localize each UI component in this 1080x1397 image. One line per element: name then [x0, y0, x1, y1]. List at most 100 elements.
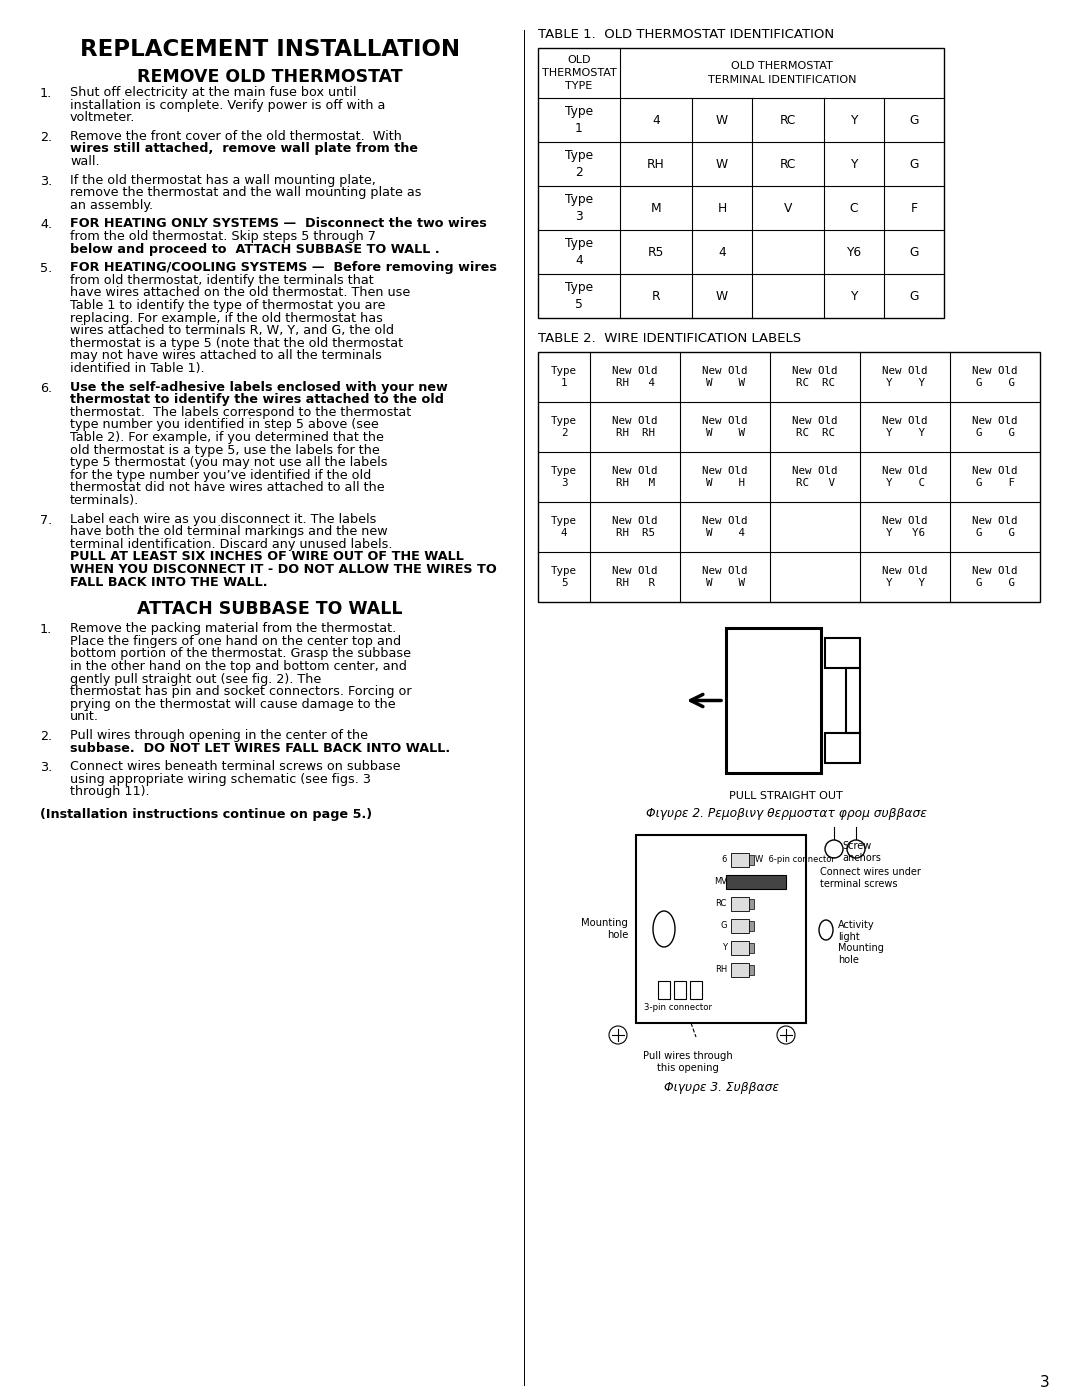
Text: OLD
THERMOSTAT
TYPE: OLD THERMOSTAT TYPE [542, 56, 617, 91]
Bar [690, 981, 702, 999]
Text: remove the thermostat and the wall mounting plate as: remove the thermostat and the wall mount… [70, 186, 421, 200]
Text: have wires attached on the old thermostat. Then use: have wires attached on the old thermosta… [70, 286, 410, 299]
Text: Y: Y [850, 289, 858, 303]
Text: Type
4: Type 4 [565, 237, 593, 267]
Text: RH: RH [647, 158, 665, 170]
Bar [731, 854, 750, 868]
Text: Y: Y [723, 943, 727, 953]
Text: G: G [720, 922, 727, 930]
Text: Type
5: Type 5 [565, 282, 593, 310]
Bar [731, 875, 750, 888]
Text: W: W [716, 158, 728, 170]
Text: New Old
RC   V: New Old RC V [793, 465, 838, 489]
Text: M: M [650, 201, 661, 215]
Text: (Installation instructions continue on page 5.): (Installation instructions continue on p… [40, 807, 373, 821]
Text: thermostat has pin and socket connectors. Forcing or: thermostat has pin and socket connectors… [70, 685, 411, 698]
Text: New Old
RH  RH: New Old RH RH [612, 415, 658, 439]
Text: thermostat did not have wires attached to all the: thermostat did not have wires attached t… [70, 482, 384, 495]
Text: type 5 thermostat (you may not use all the labels: type 5 thermostat (you may not use all t… [70, 457, 388, 469]
Text: New Old
G    F: New Old G F [972, 465, 1017, 489]
Text: terminals).: terminals). [70, 495, 139, 507]
Text: may not have wires attached to all the terminals: may not have wires attached to all the t… [70, 349, 382, 362]
Text: New Old
RH   R: New Old RH R [612, 566, 658, 588]
Text: 4: 4 [652, 113, 660, 127]
Text: New Old
RH   M: New Old RH M [612, 465, 658, 489]
Text: G: G [909, 246, 919, 258]
Text: have both the old terminal markings and the new: have both the old terminal markings and … [70, 525, 388, 538]
Bar [726, 629, 821, 773]
Text: 3: 3 [1040, 1375, 1050, 1390]
Text: Type
2: Type 2 [551, 415, 577, 439]
Bar [726, 875, 786, 888]
Text: G: G [909, 113, 919, 127]
Text: 3-pin connector: 3-pin connector [644, 1003, 712, 1011]
Text: New Old
W    H: New Old W H [702, 465, 747, 489]
Text: Remove the packing material from the thermostat.: Remove the packing material from the the… [70, 622, 396, 636]
Bar [750, 921, 754, 930]
Text: through 11).: through 11). [70, 785, 150, 799]
Text: Use the self-adhesive labels enclosed with your new: Use the self-adhesive labels enclosed wi… [70, 380, 448, 394]
Text: an assembly.: an assembly. [70, 198, 153, 212]
Text: thermostat.  The labels correspond to the thermostat: thermostat. The labels correspond to the… [70, 405, 411, 419]
Text: Label each wire as you disconnect it. The labels: Label each wire as you disconnect it. Th… [70, 513, 376, 525]
Text: prying on the thermostat will cause damage to the: prying on the thermostat will cause dama… [70, 697, 395, 711]
Text: bottom portion of the thermostat. Grasp the subbase: bottom portion of the thermostat. Grasp … [70, 647, 411, 661]
Bar [538, 47, 944, 319]
Text: Type
3: Type 3 [551, 465, 577, 489]
Text: New Old
W    W: New Old W W [702, 366, 747, 388]
Text: New Old
Y   Y6: New Old Y Y6 [882, 515, 928, 538]
Bar [658, 981, 670, 999]
Text: TABLE 2.  WIRE IDENTIFICATION LABELS: TABLE 2. WIRE IDENTIFICATION LABELS [538, 332, 801, 345]
Text: Y: Y [850, 113, 858, 127]
Bar [674, 981, 686, 999]
Bar [636, 835, 806, 1023]
Text: Table 2). For example, if you determined that the: Table 2). For example, if you determined… [70, 432, 383, 444]
Text: 6: 6 [721, 855, 727, 865]
Text: 3.: 3. [40, 175, 52, 187]
Text: 5.: 5. [40, 263, 52, 275]
Text: PULL AT LEAST SIX INCHES OF WIRE OUT OF THE WALL: PULL AT LEAST SIX INCHES OF WIRE OUT OF … [70, 550, 464, 563]
Text: 4: 4 [718, 246, 726, 258]
Text: Pull wires through opening in the center of the: Pull wires through opening in the center… [70, 729, 368, 742]
Text: R: R [651, 289, 660, 303]
Text: Mounting
hole: Mounting hole [581, 918, 627, 940]
Text: RC: RC [780, 113, 796, 127]
Text: C: C [850, 201, 859, 215]
Text: G: G [909, 289, 919, 303]
Text: Pull wires through
this opening: Pull wires through this opening [643, 1051, 733, 1073]
Text: New Old
Y    Y: New Old Y Y [882, 366, 928, 388]
Text: thermostat is a type 5 (note that the old thermostat: thermostat is a type 5 (note that the ol… [70, 337, 403, 349]
Text: Connect wires under
terminal screws: Connect wires under terminal screws [820, 868, 921, 890]
Text: MV: MV [714, 877, 727, 887]
Text: RC: RC [716, 900, 727, 908]
Text: Type
3: Type 3 [565, 194, 593, 222]
Text: Φιγυρε 2. Ρεμοβινγ θερμοστατ φρομ συββασε: Φιγυρε 2. Ρεμοβινγ θερμοστατ φρομ συββασ… [646, 807, 927, 820]
Text: PULL STRAIGHT OUT: PULL STRAIGHT OUT [729, 791, 842, 800]
Text: RH: RH [715, 965, 727, 975]
Text: installation is complete. Verify power is off with a: installation is complete. Verify power i… [70, 99, 386, 112]
Bar [750, 877, 754, 887]
Text: FOR HEATING ONLY SYSTEMS —  Disconnect the two wires: FOR HEATING ONLY SYSTEMS — Disconnect th… [70, 218, 487, 231]
Text: wires still attached,  remove wall plate from the: wires still attached, remove wall plate … [70, 142, 418, 155]
Text: New Old
Y    Y: New Old Y Y [882, 566, 928, 588]
Text: ATTACH SUBBASE TO WALL: ATTACH SUBBASE TO WALL [137, 601, 403, 619]
Text: from old thermostat, identify the terminals that: from old thermostat, identify the termin… [70, 274, 374, 286]
Text: Screw
anchors: Screw anchors [842, 841, 881, 863]
Text: Shut off electricity at the main fuse box until: Shut off electricity at the main fuse bo… [70, 87, 356, 99]
Text: New Old
RC  RC: New Old RC RC [793, 415, 838, 439]
Text: below and proceed to  ATTACH SUBBASE TO WALL .: below and proceed to ATTACH SUBBASE TO W… [70, 243, 440, 256]
Text: Mounting
hole: Mounting hole [838, 943, 883, 965]
Text: wall.: wall. [70, 155, 99, 168]
Text: voltmeter.: voltmeter. [70, 112, 135, 124]
Text: Y6: Y6 [847, 246, 862, 258]
Text: Activity
light: Activity light [838, 921, 875, 943]
Text: unit.: unit. [70, 711, 99, 724]
Bar [825, 733, 860, 763]
Text: OLD THERMOSTAT
TERMINAL IDENTIFICATION: OLD THERMOSTAT TERMINAL IDENTIFICATION [707, 61, 856, 85]
Text: wires attached to terminals R, W, Y, and G, the old: wires attached to terminals R, W, Y, and… [70, 324, 394, 337]
Bar [750, 943, 754, 953]
Text: 1.: 1. [40, 623, 52, 636]
Text: New Old
RC  RC: New Old RC RC [793, 366, 838, 388]
Text: New Old
G    G: New Old G G [972, 515, 1017, 538]
Text: subbase.  DO NOT LET WIRES FALL BACK INTO WALL.: subbase. DO NOT LET WIRES FALL BACK INTO… [70, 742, 450, 754]
